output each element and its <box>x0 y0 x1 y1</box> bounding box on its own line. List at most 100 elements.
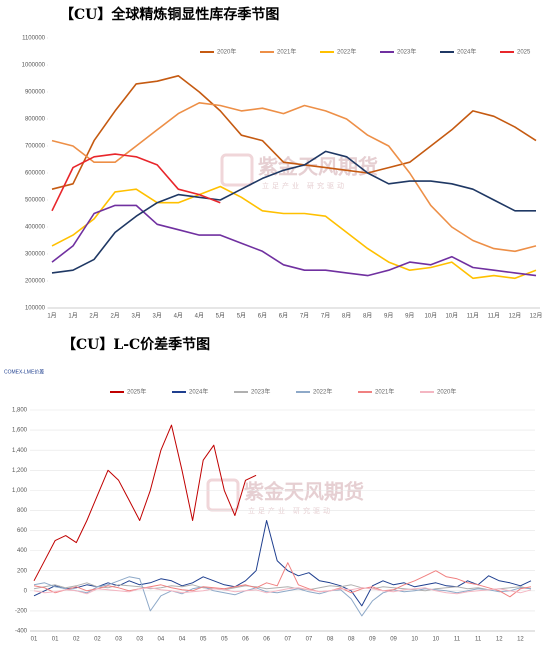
x-tick-label: 6月 <box>279 313 288 320</box>
x-tick-label: 2月 <box>110 313 119 320</box>
y-tick-label: 800 <box>17 508 28 514</box>
y-tick-label: 500000 <box>25 198 46 204</box>
x-tick-label: 4月 <box>174 313 183 320</box>
watermark-sub: 立足产业 研究驱动 <box>262 181 347 190</box>
watermark-icon <box>206 478 240 512</box>
x-tick-label: 12月 <box>530 313 543 320</box>
x-tick-label: 11 <box>454 637 461 643</box>
x-tick-label: 08 <box>348 637 355 643</box>
y-tick-label: -200 <box>15 608 28 614</box>
x-tick-label: 09 <box>390 637 397 643</box>
x-tick-label: 07 <box>284 637 291 643</box>
y-tick-label: 400000 <box>25 225 46 231</box>
series-line <box>51 150 536 274</box>
x-tick-label: 1月 <box>68 313 77 320</box>
series-line <box>51 102 537 253</box>
x-tick-label: 9月 <box>405 313 414 320</box>
y-tick-label: 1,800 <box>12 408 28 414</box>
y-tick-label: 1100000 <box>22 36 46 42</box>
legend-label: 2021年 <box>277 48 296 56</box>
y-tick-label: 100000 <box>25 306 46 312</box>
x-tick-label: 7月 <box>300 313 309 320</box>
legend-label: 2024年 <box>457 48 476 56</box>
y-tick-label: 300000 <box>25 252 46 258</box>
x-tick-label: 5月 <box>237 313 246 320</box>
y-tick-label: 600 <box>17 528 28 534</box>
series-line <box>33 582 532 592</box>
legend-label: 2024年 <box>189 388 208 396</box>
x-tick-label: 11月 <box>488 313 500 320</box>
chart-title: 【CU】L-C价差季节图 <box>62 336 210 353</box>
legend-label: 2023年 <box>251 388 270 396</box>
x-tick-label: 01 <box>52 637 59 643</box>
legend-label: 2025年 <box>127 388 146 396</box>
chart-subtitle: COMEX-LME价差 <box>4 368 44 375</box>
y-tick-label: 1,400 <box>12 448 28 454</box>
legend-label: 2025 <box>517 50 531 56</box>
series-line <box>33 576 532 617</box>
x-tick-label: 02 <box>73 637 80 643</box>
chart-title: 【CU】全球精炼铜显性库存季节图 <box>60 6 279 23</box>
x-tick-label: 8月 <box>342 313 351 320</box>
x-tick-label: 05 <box>221 637 228 643</box>
x-tick-label: 10月 <box>445 313 458 320</box>
y-tick-label: 200 <box>17 568 28 574</box>
x-tick-label: 11 <box>475 637 482 643</box>
x-tick-label: 9月 <box>384 313 393 320</box>
x-tick-label: 10 <box>411 637 418 643</box>
x-tick-label: 12月 <box>509 313 522 320</box>
y-tick-label: 800000 <box>25 117 46 123</box>
series-line <box>51 204 537 277</box>
y-tick-label: 900000 <box>25 90 46 96</box>
x-tick-label: 04 <box>158 637 165 643</box>
x-tick-label: 12 <box>517 637 524 643</box>
series-line <box>51 185 537 280</box>
y-tick-label: 400 <box>17 548 28 554</box>
watermark-text: 紫金天风期货 <box>244 480 364 504</box>
legend-label: 2021年 <box>375 388 394 396</box>
x-tick-label: 05 <box>200 637 207 643</box>
x-tick-label: 06 <box>263 637 270 643</box>
legend-label: 2020年 <box>437 388 456 396</box>
series-line <box>51 75 537 190</box>
x-tick-label: 03 <box>115 637 122 643</box>
series-line <box>33 587 532 595</box>
y-tick-label: 700000 <box>25 144 46 150</box>
y-tick-label: 0 <box>24 588 28 594</box>
x-tick-label: 1月 <box>47 313 56 320</box>
x-tick-label: 09 <box>369 637 376 643</box>
x-tick-label: 3月 <box>132 313 141 320</box>
x-tick-label: 2月 <box>89 313 98 320</box>
legend-label: 2020年 <box>217 48 236 56</box>
series-line <box>33 562 532 598</box>
y-tick-label: 1,600 <box>12 428 28 434</box>
x-tick-label: 04 <box>179 637 186 643</box>
x-tick-label: 11月 <box>467 313 479 320</box>
x-tick-label: 07 <box>306 637 313 643</box>
x-tick-label: 8月 <box>363 313 372 320</box>
x-tick-label: 6月 <box>258 313 267 320</box>
x-tick-label: 5月 <box>216 313 225 320</box>
legend-label: 2022年 <box>313 388 332 396</box>
series-line <box>51 153 221 212</box>
legend-label: 2023年 <box>397 48 416 56</box>
x-tick-label: 06 <box>242 637 249 643</box>
x-tick-label: 08 <box>327 637 334 643</box>
x-tick-label: 10 <box>432 637 439 643</box>
x-tick-label: 4月 <box>195 313 204 320</box>
y-tick-label: 200000 <box>25 279 46 285</box>
y-tick-label: 1,000 <box>12 488 28 494</box>
y-tick-label: 1000000 <box>22 63 46 69</box>
legend-label: 2022年 <box>337 48 356 56</box>
y-tick-label: -400 <box>15 629 28 635</box>
watermark-icon <box>220 153 254 187</box>
y-tick-label: 600000 <box>25 171 46 177</box>
x-tick-label: 03 <box>136 637 143 643</box>
y-tick-label: 1,200 <box>12 468 28 474</box>
x-tick-label: 02 <box>94 637 101 643</box>
x-tick-label: 01 <box>31 637 38 643</box>
x-tick-label: 12 <box>496 637 503 643</box>
x-tick-label: 3月 <box>153 313 162 320</box>
